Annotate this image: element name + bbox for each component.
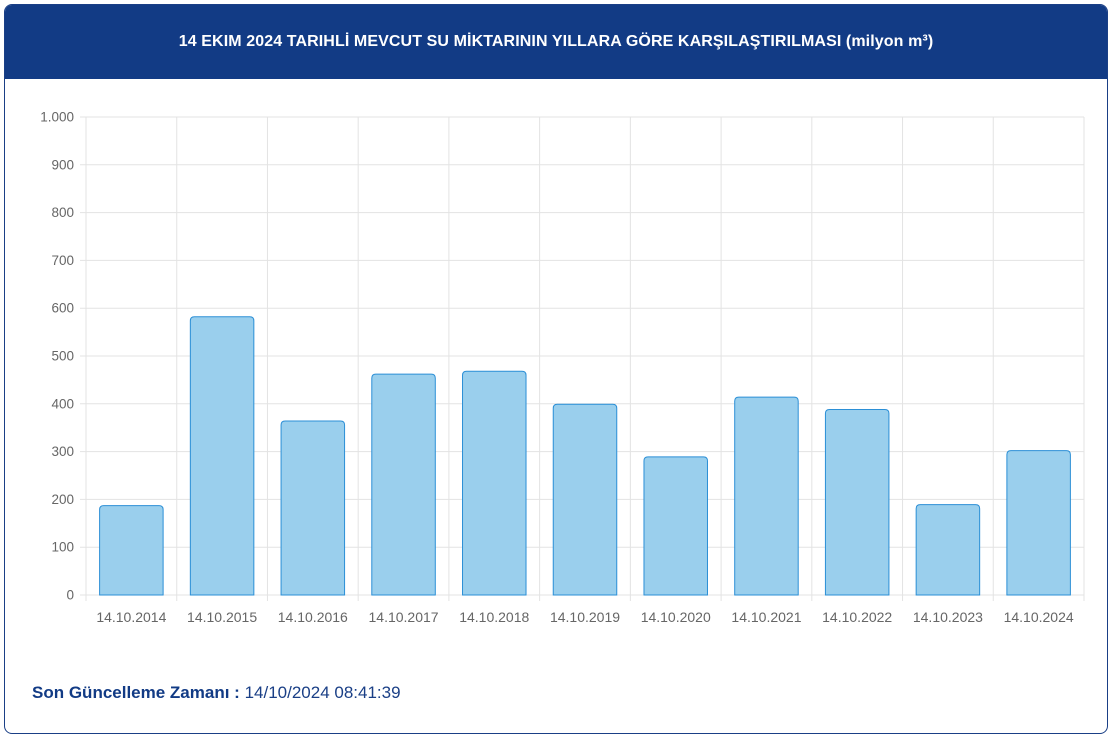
x-tick-label: 14.10.2019 [550, 609, 620, 625]
x-tick-label: 14.10.2023 [913, 609, 983, 625]
y-tick-label: 600 [51, 301, 74, 316]
x-tick-label: 14.10.2014 [96, 609, 166, 625]
x-axis-ticks: 14.10.2014 14.10.2015 14.10.2016 14.10.2017… [96, 609, 1074, 625]
last-update-label: Son Güncelleme Zamanı : [32, 683, 240, 702]
bar-14.10.2016[interactable] [280, 420, 346, 596]
y-axis-ticks: 0 100 200 300 400 500 600 700 800 900 1.000 [40, 110, 74, 603]
bar-14.10.2021[interactable] [734, 396, 799, 596]
y-tick-label: 300 [51, 444, 74, 459]
x-tick-label: 14.10.2024 [1004, 609, 1074, 625]
bar-14.10.2022[interactable] [824, 409, 890, 596]
y-tick-label: 200 [51, 492, 74, 507]
y-tick-label: 700 [51, 253, 74, 268]
x-tick-label: 14.10.2020 [641, 609, 711, 625]
bar-14.10.2018[interactable] [462, 370, 527, 596]
bar-14.10.2019[interactable] [552, 403, 618, 596]
x-tick-label: 14.10.2021 [731, 609, 801, 625]
y-tick-label: 400 [51, 396, 74, 411]
x-tick-label: 14.10.2016 [278, 609, 348, 625]
chart-title: 14 EKIM 2024 TARIHLİ MEVCUT SU MİKTARINI… [178, 33, 934, 50]
bar-14.10.2015[interactable] [189, 316, 255, 596]
y-tick-label: 500 [51, 349, 74, 364]
y-tick-label: 800 [51, 205, 74, 220]
bar-14.10.2023[interactable] [915, 504, 981, 596]
bar-14.10.2024[interactable] [1006, 450, 1071, 596]
y-tick-label: 1.000 [40, 110, 74, 125]
bar-14.10.2020[interactable] [643, 456, 708, 596]
last-update: Son Güncelleme Zamanı : 14/10/2024 08:41… [32, 683, 401, 703]
x-tick-label: 14.10.2018 [459, 609, 529, 625]
y-tick-label: 100 [51, 540, 74, 555]
bar-14.10.2017[interactable] [371, 373, 436, 596]
chart-header: 14 EKIM 2024 TARIHLİ MEVCUT SU MİKTARINI… [5, 5, 1107, 79]
y-tick-label: 900 [51, 157, 74, 172]
x-tick-label: 14.10.2022 [822, 609, 892, 625]
bars [99, 316, 1071, 596]
chart-area: 0 100 200 300 400 500 600 700 800 900 1.000 14.10.… [5, 79, 1107, 639]
bar-chart: 0 100 200 300 400 500 600 700 800 900 1.000 14.10.… [40, 110, 1085, 625]
last-update-value: 14/10/2024 08:41:39 [244, 683, 401, 702]
x-tick-label: 14.10.2015 [187, 609, 257, 625]
y-tick-label: 0 [66, 588, 74, 603]
chart-card: 14 EKIM 2024 TARIHLİ MEVCUT SU MİKTARINI… [4, 4, 1108, 734]
x-tick-label: 14.10.2017 [369, 609, 439, 625]
bar-14.10.2014[interactable] [99, 505, 164, 596]
